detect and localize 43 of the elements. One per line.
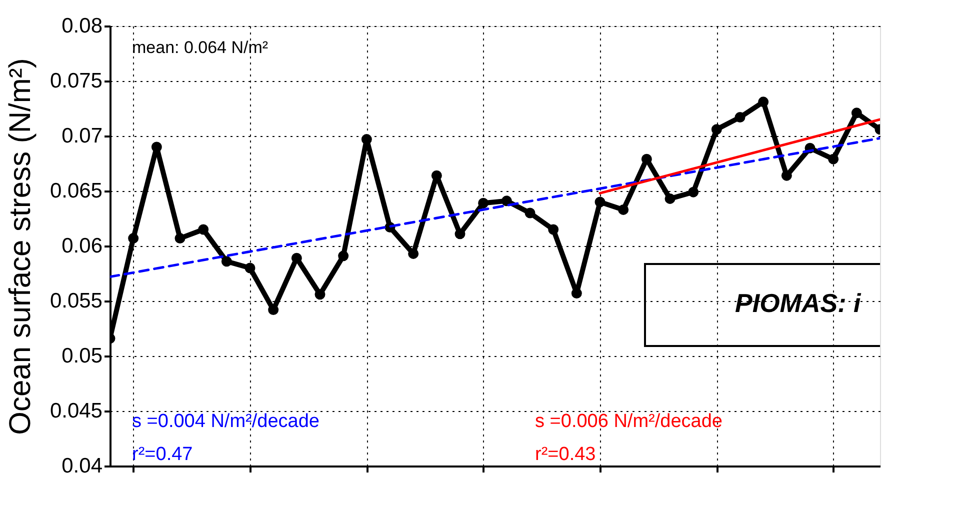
y-tick-label: 0.04: [62, 454, 103, 478]
point: [734, 112, 746, 123]
y-tick-label: 0.055: [50, 290, 102, 312]
point: [431, 170, 442, 181]
annotation: mean: 0.064 N/m²: [132, 38, 268, 57]
y-axis-title: Ocean surface stress (N/m²): [4, 58, 37, 435]
point: [198, 224, 209, 235]
point: [314, 289, 326, 300]
point: [664, 193, 676, 204]
y-tick-label: 0.07: [62, 124, 102, 148]
y-tick-label: 0.045: [50, 400, 102, 422]
y-tick-label: 0.075: [50, 70, 102, 92]
annotation: PIOMAS: i: [735, 288, 862, 318]
point: [571, 288, 582, 299]
annotation: r²=0.47: [132, 444, 193, 465]
point: [828, 154, 839, 164]
point: [594, 196, 606, 208]
point: [851, 108, 862, 118]
point: [338, 250, 349, 262]
y-tick-label: 0.05: [62, 344, 102, 368]
point: [478, 198, 489, 208]
point: [291, 252, 302, 264]
point: [174, 233, 186, 244]
point: [548, 224, 559, 235]
point: [244, 262, 256, 274]
y-tick-label: 0.08: [62, 14, 102, 38]
point: [501, 196, 512, 206]
point: [361, 134, 372, 145]
point: [221, 256, 232, 267]
point: [711, 124, 722, 135]
point: [781, 170, 792, 181]
y-tick-label: 0.06: [62, 234, 102, 258]
point: [524, 208, 536, 218]
point: [128, 233, 139, 244]
annotation: r²=0.43: [535, 444, 596, 465]
point: [758, 96, 769, 108]
y-tick-label: 0.065: [50, 180, 102, 202]
point: [618, 204, 629, 215]
annotation: s =0.006 N/m²/decade: [535, 411, 722, 432]
point: [454, 228, 466, 240]
point: [151, 142, 162, 152]
point: [688, 186, 699, 198]
annotation: s =0.004 N/m²/decade: [132, 411, 320, 432]
